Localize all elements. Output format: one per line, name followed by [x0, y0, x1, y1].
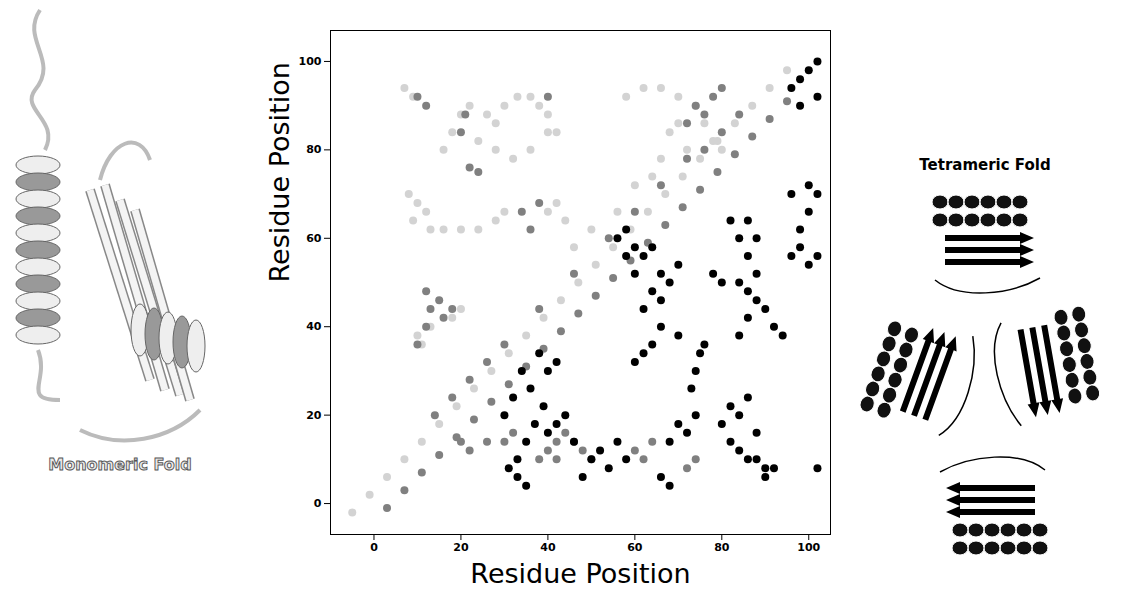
svg-text:40: 40 [306, 320, 322, 333]
svg-text:80: 80 [714, 541, 730, 554]
svg-text:0: 0 [314, 497, 322, 510]
svg-text:Residue Position: Residue Position [470, 558, 690, 589]
svg-text:40: 40 [540, 541, 556, 554]
svg-text:Monomeric Fold: Monomeric Fold [48, 455, 191, 474]
svg-text:20: 20 [453, 541, 469, 554]
svg-text:100: 100 [299, 55, 322, 68]
svg-text:60: 60 [627, 541, 643, 554]
svg-text:80: 80 [306, 143, 322, 156]
svg-text:Tetrameric Fold: Tetrameric Fold [919, 156, 1050, 174]
svg-text:Residue Position: Residue Position [264, 62, 295, 282]
svg-text:20: 20 [306, 409, 322, 422]
svg-text:60: 60 [306, 232, 322, 245]
svg-text:0: 0 [370, 541, 378, 554]
svg-text:100: 100 [797, 541, 820, 554]
